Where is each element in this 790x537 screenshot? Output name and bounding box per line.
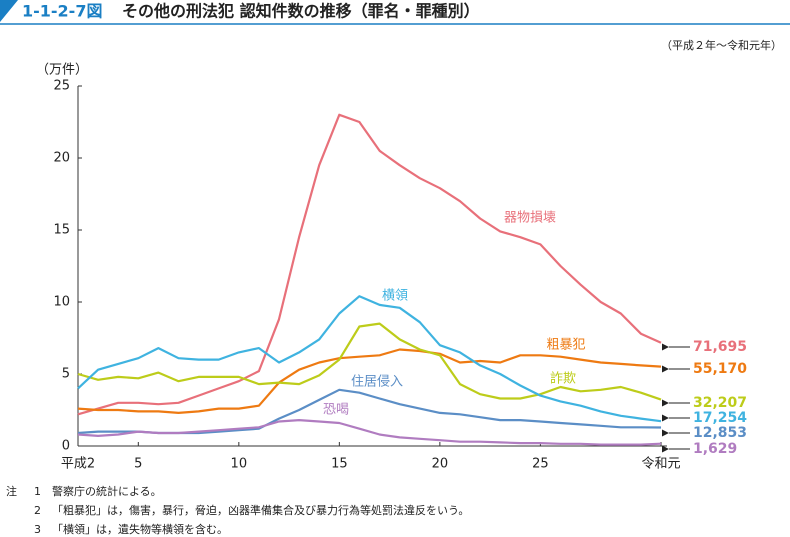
x-tick-label: 20 <box>432 457 449 472</box>
y-tick-label: 20 <box>53 151 70 166</box>
note-text: 「横領」は，遺失物等横領を含む。 <box>52 522 228 536</box>
series-label: 横領 <box>382 288 408 304</box>
note-number: 1 <box>34 485 41 498</box>
note-number: 3 <box>34 523 41 536</box>
figure-number: 1-1-2-7図 <box>22 2 102 21</box>
series-label: 粗暴犯 <box>546 338 585 353</box>
subtitle: （平成２年～令和元年） <box>661 38 782 52</box>
y-axis-label: （万件） <box>36 63 88 78</box>
y-tick-label: 0 <box>62 439 70 454</box>
x-tick-label: 15 <box>331 457 348 472</box>
x-tick-label: 25 <box>532 457 549 472</box>
series-line <box>77 348 662 414</box>
notes: 注 1 警察庁の統計による。 2 「粗暴犯」は，傷害，暴行，脅迫，凶器準備集合及び暴力行… <box>6 484 469 536</box>
series-line <box>77 322 662 401</box>
series-line <box>77 113 662 416</box>
series-label: 住居侵入 <box>351 374 403 390</box>
series-label: 恐喝 <box>323 403 349 418</box>
x-tick-label: 5 <box>134 457 142 472</box>
value-label: 71,695 <box>693 339 747 355</box>
y-tick-label: 5 <box>62 367 70 382</box>
x-tick-label: 平成2 <box>61 457 95 472</box>
value-label: 12,853 <box>693 425 747 441</box>
y-tick-label: 25 <box>53 79 70 94</box>
note-number: 2 <box>34 504 41 517</box>
series-label: 詐欺 <box>550 371 576 387</box>
value-label: 1,629 <box>693 441 737 457</box>
value-label: 17,254 <box>693 410 747 426</box>
notes-label: 注 <box>6 484 17 498</box>
series-line <box>77 419 662 446</box>
x-tick-label: 10 <box>231 457 248 472</box>
x-tick-label: 令和元 <box>641 457 680 472</box>
value-label: 55,170 <box>693 361 747 377</box>
note-text: 「粗暴犯」は，傷害，暴行，脅迫，凶器準備集合及び暴力行為等処罰法違反をいう。 <box>52 503 469 517</box>
note-text: 警察庁の統計による。 <box>52 484 162 498</box>
series-line <box>77 295 662 423</box>
y-tick-label: 15 <box>53 223 70 238</box>
title-marker <box>0 0 18 22</box>
value-label: 32,207 <box>693 395 747 411</box>
chart-title: その他の刑法犯 認知件数の推移（罪名・罪種別） <box>122 2 480 21</box>
series-label: 器物損壊 <box>504 211 556 226</box>
y-tick-label: 10 <box>53 295 70 310</box>
